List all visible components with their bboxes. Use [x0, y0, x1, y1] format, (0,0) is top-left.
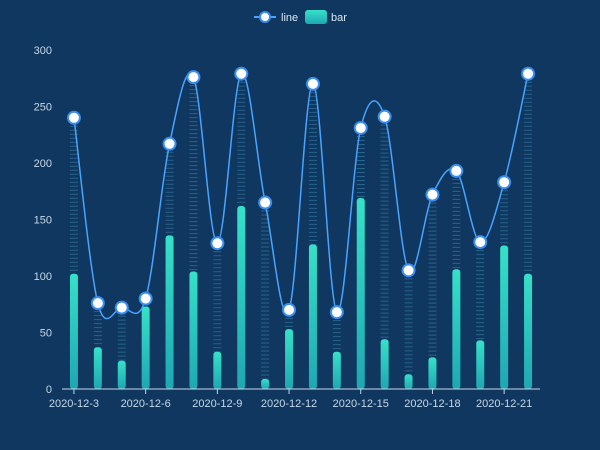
x-axis: 2020-12-3 2020-12-6 2020-12-9 2020-12-12 202…	[49, 388, 540, 410]
y-tick-label: 200	[34, 158, 52, 170]
bar-guides	[69, 81, 533, 379]
line-point	[377, 109, 392, 124]
x-tick-label: 2020-12-18	[404, 398, 460, 410]
line-point	[473, 235, 488, 250]
legend-item-bar[interactable]: bar	[305, 10, 347, 24]
legend-item-line[interactable]: line	[254, 11, 298, 24]
bar	[261, 378, 270, 389]
bar	[476, 340, 485, 389]
line-points	[66, 66, 536, 320]
bar	[189, 271, 198, 389]
bar	[141, 306, 150, 389]
y-tick-label: 0	[46, 384, 52, 396]
bar	[356, 198, 365, 389]
y-tick-label: 150	[34, 215, 52, 227]
line-point	[305, 76, 320, 91]
bar	[428, 357, 437, 389]
bar	[213, 351, 222, 389]
bar	[524, 273, 533, 389]
bar	[380, 339, 389, 389]
legend-label-line: line	[281, 12, 298, 24]
bar	[93, 347, 102, 389]
bar	[285, 329, 294, 389]
line-point	[401, 263, 416, 278]
y-tick-label: 300	[34, 45, 52, 57]
bar	[500, 245, 509, 389]
bar	[332, 351, 341, 389]
line-point	[162, 136, 177, 151]
bar	[452, 269, 461, 389]
line-point	[425, 187, 440, 202]
line-point	[138, 291, 153, 306]
legend-line-marker	[259, 11, 271, 23]
bar	[165, 235, 174, 389]
x-tick-label: 2020-12-12	[261, 398, 317, 410]
bar	[308, 244, 317, 389]
legend[interactable]: line bar	[254, 10, 347, 24]
line-point	[186, 70, 201, 85]
line-point	[353, 120, 368, 135]
x-tick-label: 2020-12-6	[121, 398, 171, 410]
line-point	[90, 296, 105, 311]
bars	[69, 198, 533, 389]
line-point	[234, 66, 249, 81]
bar	[237, 205, 246, 389]
line-point	[258, 195, 273, 210]
y-tick-label: 100	[34, 271, 52, 283]
bar	[404, 374, 413, 389]
line-point	[521, 66, 536, 81]
x-tick-label: 2020-12-3	[49, 398, 99, 410]
line-point	[114, 300, 129, 315]
y-tick-label: 250	[34, 102, 52, 114]
line-point	[449, 163, 464, 178]
bar	[69, 273, 78, 389]
line-point	[282, 302, 297, 317]
y-axis-labels: 0 50 100 150 200 250 300	[34, 45, 52, 396]
x-tick-label: 2020-12-21	[476, 398, 532, 410]
line-point	[329, 305, 344, 320]
legend-label-bar: bar	[331, 12, 347, 24]
legend-bar-swatch	[305, 10, 327, 24]
x-tick-label: 2020-12-15	[333, 398, 389, 410]
line-point	[210, 236, 225, 251]
line-point	[66, 110, 81, 125]
y-tick-label: 50	[40, 328, 52, 340]
x-tick-label: 2020-12-9	[192, 398, 242, 410]
bar	[117, 360, 126, 389]
line-point	[497, 175, 512, 190]
